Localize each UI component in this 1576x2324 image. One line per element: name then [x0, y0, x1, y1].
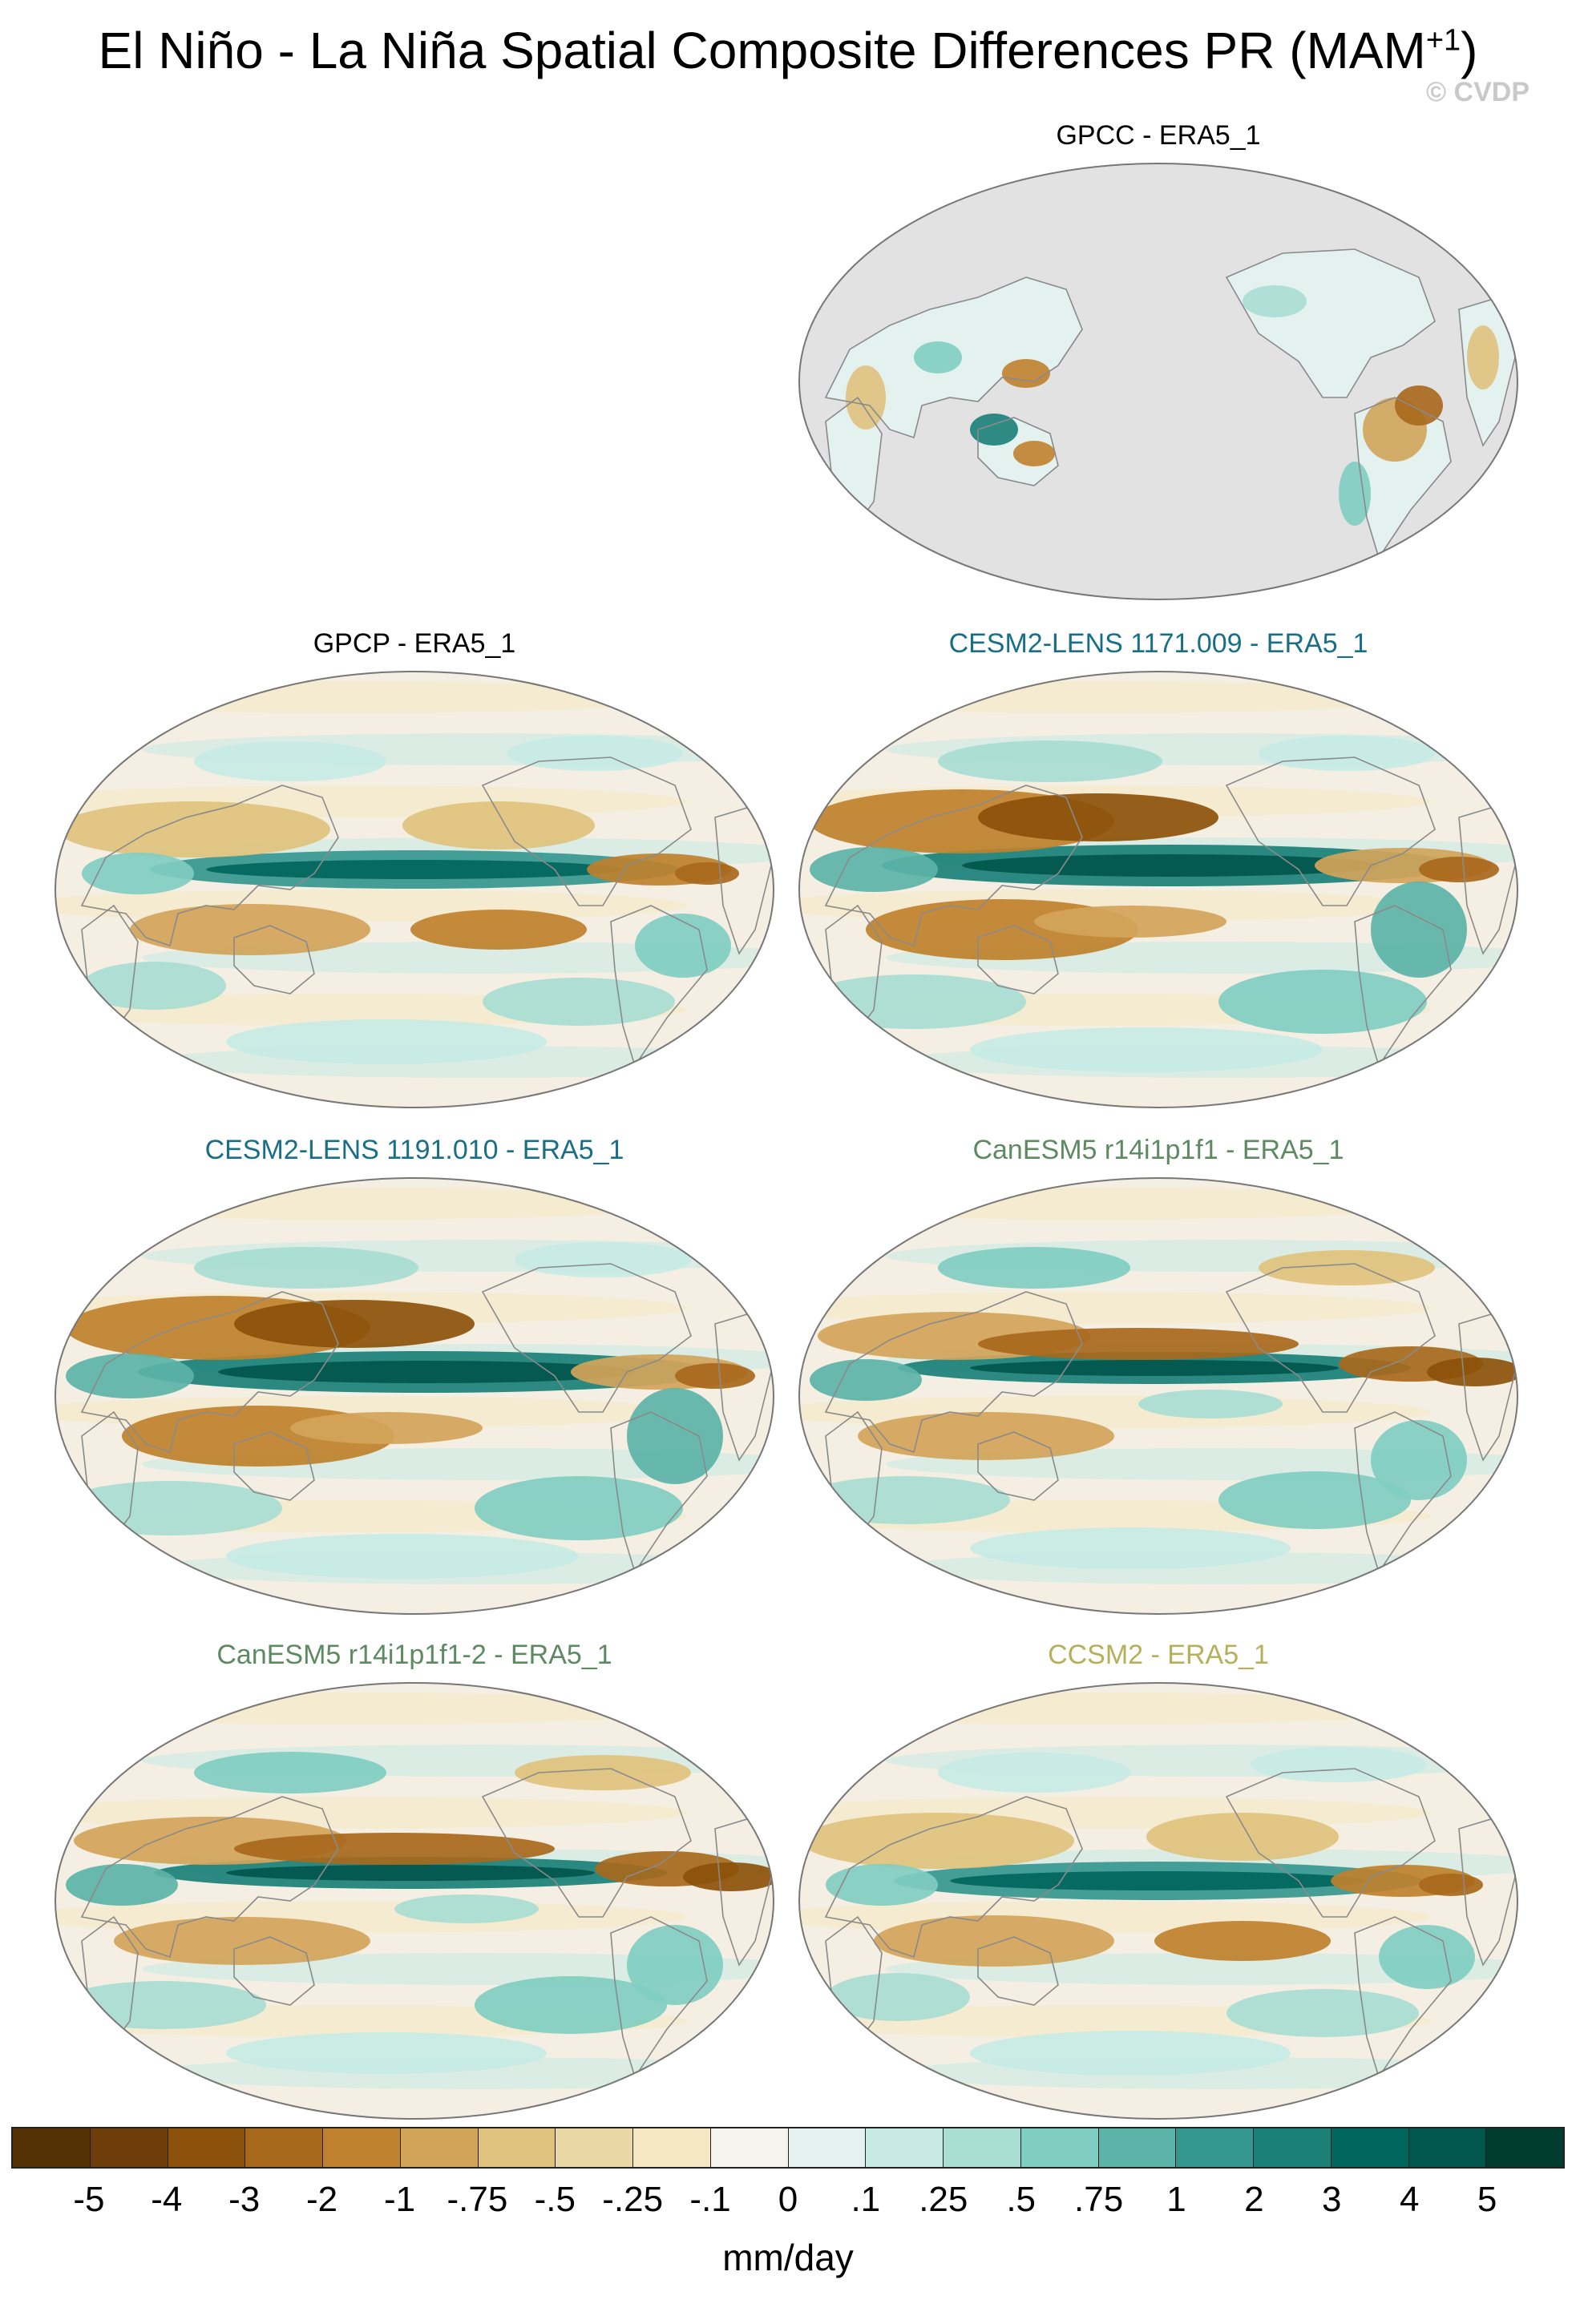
colorbar-tick-label: -4 — [151, 2180, 183, 2219]
colorbar-tick-label: 4 — [1399, 2180, 1420, 2219]
colorbar-box — [1486, 2128, 1563, 2167]
colorbar-box — [323, 2128, 401, 2167]
colorbar-box — [1408, 2128, 1487, 2167]
colorbar-box — [1020, 2128, 1099, 2167]
colorbar-box — [944, 2128, 1021, 2167]
colorbar-tick-label: 5 — [1477, 2180, 1497, 2219]
panel-title-gpcc: GPCC - ERA5_1 — [1056, 120, 1261, 151]
map-cesm2-1171 — [798, 671, 1518, 1108]
colorbar-box — [13, 2128, 91, 2167]
panel-title-cesm2-1171: CESM2-LENS 1171.009 - ERA5_1 — [948, 628, 1368, 659]
panel-title-canesm5-r14-2: CanESM5 r14i1p1f1-2 - ERA5_1 — [216, 1640, 612, 1670]
panel-title-ccsm2: CCSM2 - ERA5_1 — [1048, 1640, 1269, 1670]
map-cesm2-1191 — [55, 1177, 774, 1615]
colorbar-tick-label: -3 — [228, 2180, 261, 2219]
colorbar-tick-label: 0 — [778, 2180, 798, 2219]
colorbar-box — [478, 2128, 556, 2167]
map-gpcc — [798, 163, 1518, 600]
colorbar-tick-label: .25 — [919, 2180, 968, 2219]
panel-title-cesm2-1191: CESM2-LENS 1191.010 - ERA5_1 — [204, 1135, 624, 1165]
colorbar-tick-label: -.1 — [689, 2180, 731, 2219]
page-title-text: El Niño - La Niña Spatial Composite Diff… — [98, 22, 1426, 79]
page-title-close: ) — [1461, 22, 1478, 79]
map-gpcp — [55, 671, 774, 1108]
colorbar-box — [400, 2128, 479, 2167]
panel-title-gpcp: GPCP - ERA5_1 — [313, 628, 516, 659]
colorbar-box — [866, 2128, 944, 2167]
colorbar-tick-label: -.25 — [602, 2180, 664, 2219]
map-canesm5-r14 — [798, 1177, 1518, 1615]
colorbar-box — [90, 2128, 168, 2167]
colorbar-box — [168, 2128, 246, 2167]
colorbar — [11, 2127, 1565, 2169]
colorbar-box — [556, 2128, 633, 2167]
colorbar-box — [1331, 2128, 1409, 2167]
colorbar-box — [1098, 2128, 1177, 2167]
colorbar-box — [1176, 2128, 1254, 2167]
cvdp-watermark: © CVDP — [1426, 77, 1530, 107]
map-ccsm2 — [798, 1682, 1518, 2120]
colorbar-tick-label: -.5 — [534, 2180, 576, 2219]
colorbar-tick-label: -2 — [306, 2180, 338, 2219]
panel-title-canesm5-r14: CanESM5 r14i1p1f1 - ERA5_1 — [972, 1135, 1344, 1165]
colorbar-tick-label: 2 — [1244, 2180, 1264, 2219]
page-title-superscript: +1 — [1425, 23, 1461, 58]
colorbar-box — [633, 2128, 711, 2167]
colorbar-tick-label: -5 — [73, 2180, 105, 2219]
colorbar-tick-label: .75 — [1074, 2180, 1124, 2219]
colorbar-units: mm/day — [722, 2237, 854, 2278]
colorbar-tick-label: 3 — [1322, 2180, 1342, 2219]
map-canesm5-r14-2 — [55, 1682, 774, 2120]
colorbar-box — [245, 2128, 323, 2167]
colorbar-tick-label: .1 — [851, 2180, 881, 2219]
colorbar-box — [1254, 2128, 1332, 2167]
colorbar-tick-label: -1 — [383, 2180, 416, 2219]
colorbar-tick-label: .5 — [1006, 2180, 1037, 2219]
colorbar-box — [788, 2128, 867, 2167]
colorbar-tick-label: 1 — [1166, 2180, 1186, 2219]
colorbar-box — [710, 2128, 789, 2167]
page-title: El Niño - La Niña Spatial Composite Diff… — [0, 22, 1576, 79]
colorbar-tick-label: -.75 — [447, 2180, 508, 2219]
